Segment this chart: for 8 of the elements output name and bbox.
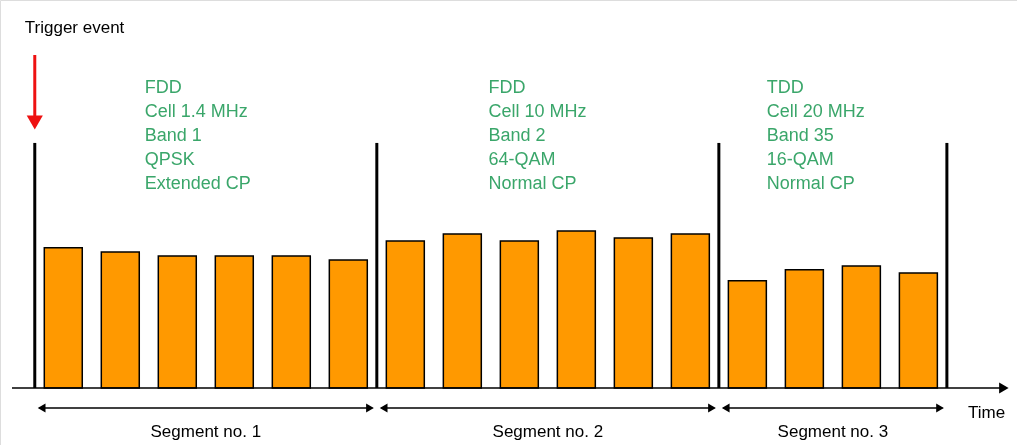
text: FDD Cell 1.4 MHz Band 1 QPSK Extended CP [144, 76, 251, 193]
text: Segment no. 1 [150, 421, 262, 441]
text: TDD Cell 20 MHz Band 35 16-QAM Normal CP [766, 76, 865, 193]
text: Segment no. 2 [492, 421, 604, 441]
text: Trigger event [24, 18, 125, 38]
x-axis-title: Time [967, 403, 1006, 423]
text: FDD Cell 10 MHz Band 2 64-QAM Normal CP [488, 76, 587, 193]
text: Segment no. 3 [777, 421, 889, 441]
